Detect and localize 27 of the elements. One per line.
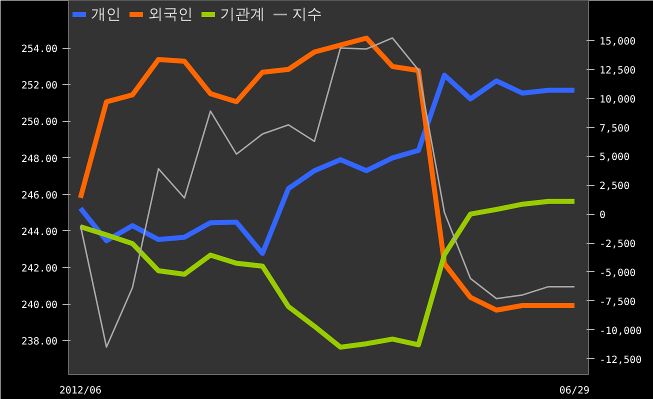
y-tick-label: 248.00 bbox=[21, 154, 58, 165]
legend-label: 기관계 bbox=[220, 4, 265, 24]
legend-label: 외국인 bbox=[148, 4, 193, 24]
y-tick-label: 240.00 bbox=[21, 300, 58, 312]
y-tick-label: 242.00 bbox=[21, 264, 58, 275]
x-tick-label: 2012/06 bbox=[59, 386, 102, 396]
y2-tick-label: 2,500 bbox=[600, 181, 630, 192]
y-tick-label: 244.00 bbox=[21, 226, 58, 238]
y2-tick-label: 10,000 bbox=[600, 94, 636, 106]
y-tick-label: 252.00 bbox=[21, 80, 58, 92]
legend-label: 지수 bbox=[292, 4, 322, 24]
y-tick-label: 238.00 bbox=[21, 336, 58, 348]
y2-tick-label: 0 bbox=[600, 210, 606, 222]
legend-label: 개인 bbox=[91, 4, 121, 24]
y2-tick-label: -10,000 bbox=[600, 326, 642, 337]
y2-tick-label: 7,500 bbox=[600, 123, 630, 134]
y2-tick-label: -12,500 bbox=[600, 354, 642, 366]
y2-tick-label: 15,000 bbox=[600, 36, 636, 48]
y2-tick-label: -5,000 bbox=[600, 268, 636, 279]
y2-tick-label: 12,500 bbox=[600, 65, 636, 76]
x-tick-label: 06/29 bbox=[559, 386, 590, 396]
y-tick-label: 254.00 bbox=[21, 44, 58, 56]
y2-tick-label: 5,000 bbox=[600, 152, 630, 164]
y-tick-label: 246.00 bbox=[21, 190, 58, 202]
y2-tick-label: -2,500 bbox=[600, 239, 636, 250]
y2-tick-label: -7,500 bbox=[600, 296, 636, 308]
y-tick-label: 250.00 bbox=[21, 117, 58, 128]
